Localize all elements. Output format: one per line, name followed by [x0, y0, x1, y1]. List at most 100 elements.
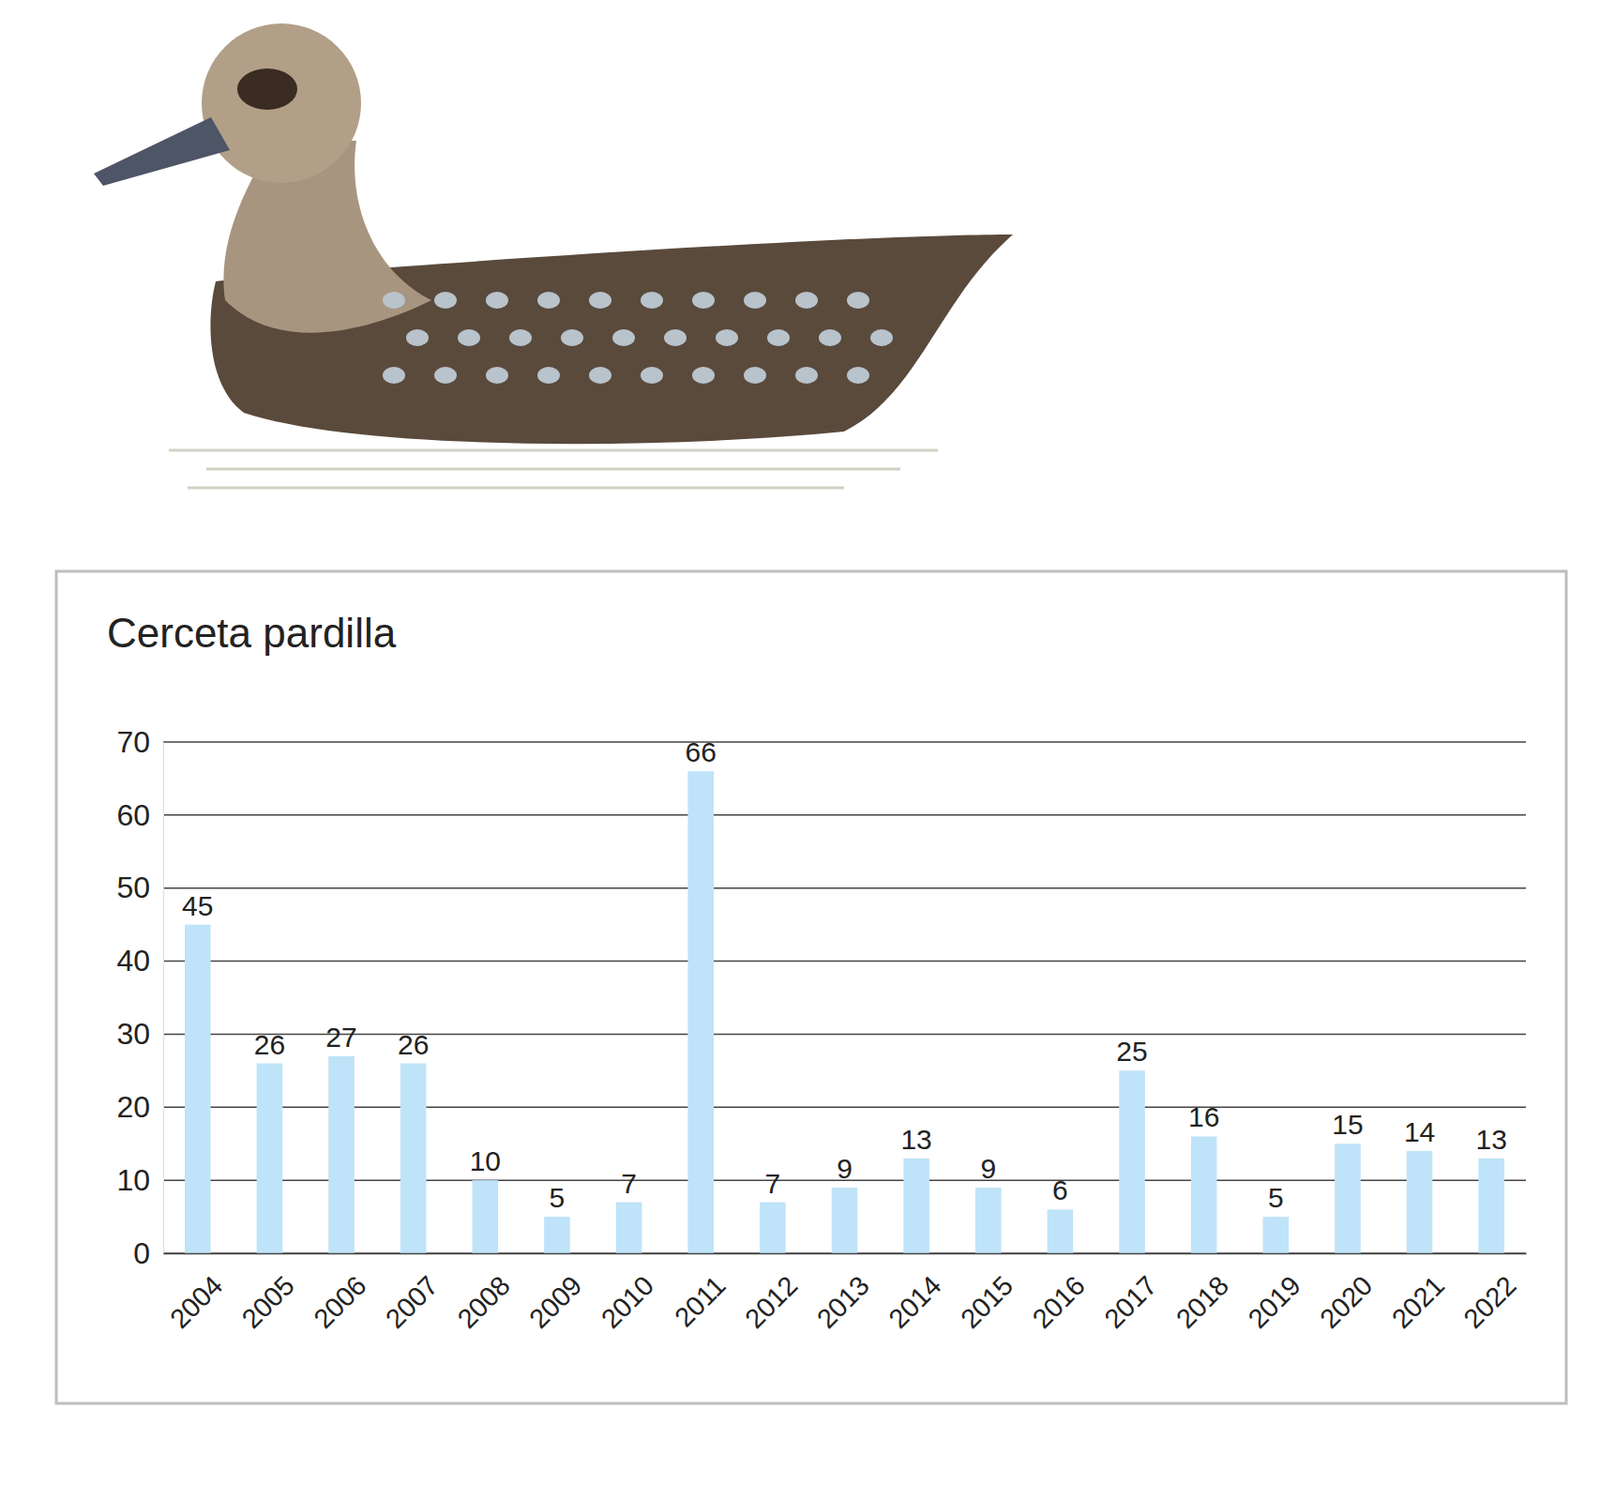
y-tick: 40: [116, 943, 164, 978]
duck-spot: [382, 291, 406, 309]
x-tick-label: 2008: [452, 1269, 516, 1334]
illustration: [93, 23, 1013, 488]
x-tick-label: 2013: [811, 1269, 876, 1334]
duck-spot: [743, 291, 767, 309]
grid-line: [163, 1033, 1526, 1036]
duck-spot: [795, 291, 818, 309]
x-tick-label: 2004: [164, 1269, 228, 1334]
x-tick: 2015: [954, 1252, 1019, 1334]
data-labels: 4526272610576679139625165151413: [181, 736, 1508, 1213]
x-tick: 2011: [668, 1252, 732, 1333]
x-tick-label: 2006: [307, 1269, 372, 1334]
duck-spot: [382, 366, 406, 384]
bar: [759, 1202, 786, 1254]
data-label: 26: [254, 1028, 286, 1060]
x-tick-label: 2018: [1170, 1269, 1235, 1334]
x-axis-line: [164, 1252, 1527, 1255]
grid: [163, 741, 1526, 1253]
y-tick-label: 70: [116, 724, 151, 759]
duck-spot: [743, 366, 767, 384]
duck-spot: [870, 329, 893, 347]
x-tick-label: 2017: [1098, 1269, 1163, 1334]
data-label: 7: [620, 1167, 637, 1199]
y-tick-label: 10: [116, 1162, 151, 1197]
bar: [616, 1202, 643, 1254]
y-tick: 60: [116, 798, 164, 832]
x-tick-label: 2012: [739, 1269, 803, 1334]
data-label: 26: [397, 1028, 429, 1060]
bar: [328, 1056, 355, 1253]
duck-spot: [457, 329, 481, 347]
duck-spot: [767, 329, 790, 347]
duck-spot: [664, 329, 687, 347]
duck-spot: [818, 329, 842, 347]
y-axis-line: [163, 742, 165, 1254]
x-tick-label: 2009: [523, 1269, 588, 1334]
bar: [1263, 1216, 1290, 1253]
y-tick-label: 40: [116, 943, 151, 978]
x-tick-label: 2021: [1386, 1269, 1450, 1334]
data-label: 9: [836, 1152, 853, 1184]
bar: [184, 924, 212, 1253]
bar: [256, 1063, 284, 1253]
y-tick: 50: [116, 870, 164, 905]
duck-spot: [795, 366, 818, 384]
duck-head: [201, 23, 362, 183]
x-tick-label: 2015: [954, 1269, 1019, 1334]
data-label: 9: [980, 1152, 997, 1184]
x-tick: 2016: [1026, 1252, 1091, 1334]
bar: [472, 1179, 499, 1253]
duck-spot: [846, 291, 870, 309]
bar: [1334, 1143, 1361, 1253]
bar: [687, 770, 714, 1253]
x-axis: 2004200520062007200820092010201120122013…: [164, 1252, 1527, 1334]
duck-spot: [485, 366, 509, 384]
duck-spot: [588, 291, 612, 309]
bar: [543, 1216, 571, 1253]
x-tick-label: 2019: [1242, 1269, 1307, 1334]
y-axis: 0 10 20 30 40 50 60 70: [116, 724, 164, 1270]
duck-eye-patch: [237, 68, 298, 110]
water: [168, 450, 938, 488]
data-label: 5: [1267, 1181, 1284, 1213]
y-tick: 0: [133, 1236, 164, 1270]
y-tick-label: 0: [133, 1236, 151, 1270]
y-tick: 30: [116, 1016, 164, 1051]
data-label: 25: [1116, 1035, 1148, 1067]
x-tick: 2006: [307, 1252, 372, 1334]
y-tick: 20: [116, 1089, 164, 1124]
data-label: 6: [1052, 1174, 1069, 1206]
x-tick-label: 2016: [1026, 1269, 1091, 1334]
x-tick: 2004: [164, 1252, 228, 1334]
x-tick: 2008: [452, 1252, 516, 1334]
duck-spot: [485, 291, 509, 309]
duck-spot: [692, 291, 715, 309]
duck-spots: [382, 291, 893, 384]
data-label: 7: [765, 1167, 782, 1199]
bar: [1191, 1135, 1218, 1253]
y-tick: 10: [116, 1162, 164, 1197]
duck-spot: [612, 329, 635, 347]
duck-spot: [537, 366, 560, 384]
duck-spot: [434, 291, 457, 309]
grid-line: [163, 887, 1526, 890]
x-tick-label: 2011: [668, 1269, 732, 1333]
duck-spot: [406, 329, 429, 347]
duck-spot: [640, 366, 664, 384]
grid-line: [163, 814, 1526, 816]
bar: [1406, 1150, 1434, 1253]
y-tick-label: 50: [116, 870, 151, 905]
bars: [184, 770, 1505, 1253]
bar: [975, 1187, 1002, 1253]
y-tick-label: 60: [116, 798, 151, 832]
duck-spot: [640, 291, 664, 309]
data-label: 10: [469, 1145, 501, 1177]
bar: [400, 1063, 427, 1253]
data-label: 27: [325, 1021, 357, 1053]
x-tick-label: 2022: [1457, 1269, 1522, 1334]
data-label: 16: [1188, 1101, 1220, 1133]
chart-frame: [56, 571, 1567, 1404]
data-label: 66: [685, 736, 717, 768]
x-tick: 2010: [595, 1252, 660, 1334]
x-tick-label: 2010: [595, 1269, 660, 1334]
